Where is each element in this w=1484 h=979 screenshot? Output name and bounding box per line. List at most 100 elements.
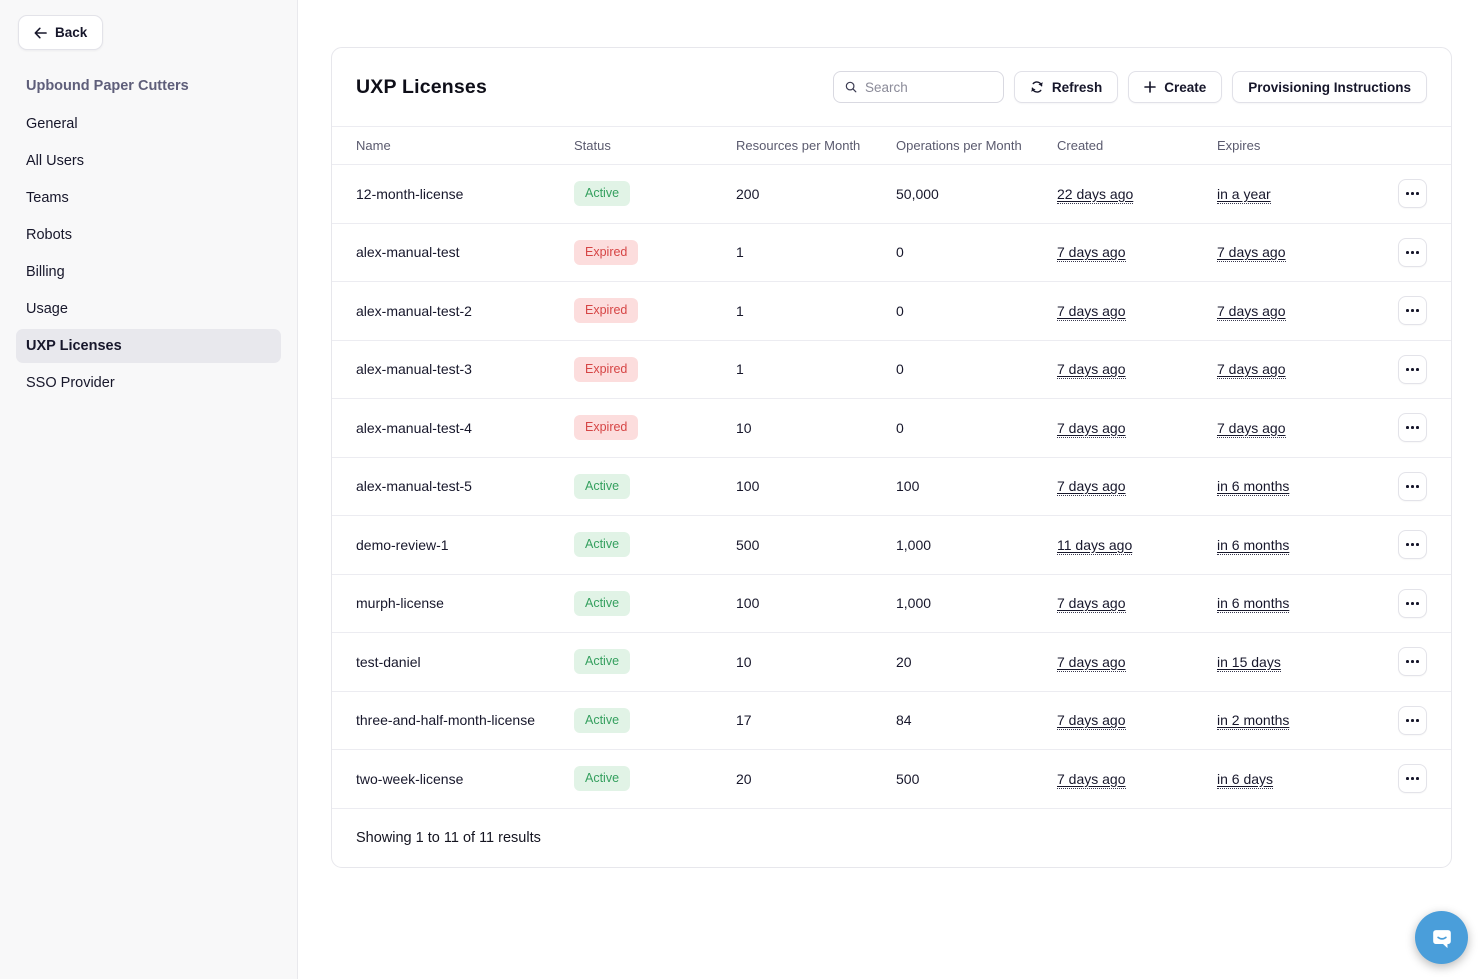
- row-actions-button[interactable]: [1398, 296, 1427, 326]
- expires-date: 7 days ago: [1217, 302, 1286, 321]
- sidebar: Back Upbound Paper Cutters General All Us…: [0, 0, 298, 979]
- resources-per-month: 1: [736, 244, 744, 261]
- expires-date: in 15 days: [1217, 653, 1281, 672]
- license-name: murph-license: [356, 595, 444, 612]
- license-name: alex-manual-test-2: [356, 302, 472, 319]
- status-badge: Expired: [574, 298, 639, 324]
- license-name: alex-manual-test-3: [356, 361, 472, 378]
- table-header-row: Name Status Resources per Month Operations …: [332, 126, 1451, 165]
- operations-per-month: 20: [896, 653, 912, 670]
- operations-per-month: 0: [896, 302, 904, 319]
- sidebar-item-teams[interactable]: Teams: [26, 190, 69, 206]
- column-header-expires: Expires: [1217, 138, 1261, 153]
- table-row: alex-manual-test-5 Active 100 100 7 days…: [332, 458, 1451, 516]
- status-badge: Active: [574, 181, 631, 207]
- status-badge: Active: [574, 707, 631, 733]
- row-actions-button[interactable]: [1398, 237, 1427, 267]
- status-badge: Expired: [574, 239, 639, 265]
- arrow-left-icon: [34, 27, 47, 38]
- table-row: murph-license Active 100 1,000 7 days ag…: [332, 575, 1451, 633]
- sidebar-item-uxp-licenses[interactable]: UXP Licenses: [16, 329, 281, 363]
- sidebar-item-general[interactable]: General: [26, 116, 78, 132]
- license-name: three-and-half-month-license: [356, 712, 535, 729]
- results-count: Showing 1 to 11 of 11 results: [356, 829, 541, 846]
- status-badge: Active: [574, 649, 631, 675]
- resources-per-month: 10: [736, 419, 752, 436]
- sidebar-item-robots[interactable]: Robots: [26, 227, 72, 243]
- search-icon: [845, 81, 857, 93]
- created-date: 7 days ago: [1057, 361, 1126, 380]
- refresh-icon: [1031, 81, 1043, 93]
- sidebar-nav: General All Users Teams Robots Billing Usage U…: [0, 107, 297, 400]
- table-body: 12-month-license Active 200 50,000 22 da…: [332, 165, 1451, 809]
- expires-date: in 2 months: [1217, 712, 1290, 731]
- resources-per-month: 1: [736, 361, 744, 378]
- table-row: three-and-half-month-license Active 17 8…: [332, 692, 1451, 750]
- page-title: UXP Licenses: [356, 75, 488, 98]
- expires-date: in 6 days: [1217, 770, 1274, 789]
- operations-per-month: 0: [896, 361, 904, 378]
- row-actions-button[interactable]: [1398, 530, 1427, 560]
- created-date: 22 days ago: [1057, 185, 1134, 204]
- license-name: alex-manual-test: [356, 244, 460, 261]
- expires-date: in 6 months: [1217, 478, 1290, 497]
- operations-per-month: 1,000: [896, 536, 932, 553]
- row-actions-button[interactable]: [1398, 354, 1427, 384]
- resources-per-month: 10: [736, 653, 752, 670]
- license-name: 12-month-license: [356, 185, 464, 202]
- sidebar-item-sso-provider[interactable]: SSO Provider: [26, 375, 115, 391]
- sidebar-item-all-users[interactable]: All Users: [26, 153, 85, 169]
- table-footer: Showing 1 to 11 of 11 results: [332, 809, 1451, 867]
- back-button[interactable]: Back: [18, 15, 104, 50]
- created-date: 7 days ago: [1057, 244, 1126, 263]
- chat-launcher-button[interactable]: [1415, 911, 1468, 964]
- table-row: alex-manual-test-2 Expired 1 0 7 days ag…: [332, 282, 1451, 341]
- sidebar-item-usage[interactable]: Usage: [26, 301, 68, 317]
- created-date: 11 days ago: [1057, 536, 1133, 555]
- expires-date: 7 days ago: [1217, 419, 1286, 438]
- table-row: alex-manual-test-3 Expired 1 0 7 days ag…: [332, 341, 1451, 399]
- operations-per-month: 84: [896, 712, 912, 729]
- back-button-label: Back: [55, 25, 88, 40]
- column-header-resources-per-month: Resources per Month: [736, 138, 861, 153]
- toolbar: Refresh Create Provisioning Instructions: [832, 71, 1427, 103]
- row-actions-button[interactable]: [1398, 647, 1427, 677]
- refresh-button[interactable]: Refresh: [1013, 71, 1119, 103]
- operations-per-month: 0: [896, 419, 904, 436]
- search-input[interactable]: [865, 79, 992, 95]
- row-actions-button[interactable]: [1398, 705, 1427, 735]
- resources-per-month: 500: [736, 536, 760, 553]
- row-actions-button[interactable]: [1398, 413, 1427, 443]
- expires-date: in 6 months: [1217, 595, 1290, 614]
- created-date: 7 days ago: [1057, 478, 1126, 497]
- row-actions-button[interactable]: [1398, 471, 1427, 501]
- plus-icon: [1144, 81, 1157, 93]
- operations-per-month: 0: [896, 244, 904, 261]
- row-actions-button[interactable]: [1398, 588, 1427, 618]
- operations-per-month: 500: [896, 770, 920, 787]
- license-name: demo-review-1: [356, 536, 449, 553]
- expires-date: 7 days ago: [1217, 244, 1286, 263]
- create-button[interactable]: Create: [1128, 71, 1223, 103]
- license-name: two-week-license: [356, 770, 464, 787]
- operations-per-month: 50,000: [896, 185, 939, 202]
- table-row: alex-manual-test Expired 1 0 7 days ago …: [332, 224, 1451, 282]
- row-actions-button[interactable]: [1398, 764, 1427, 794]
- expires-date: 7 days ago: [1217, 361, 1286, 380]
- row-actions-button[interactable]: [1398, 179, 1427, 209]
- column-header-operations-per-month: Operations per Month: [896, 138, 1022, 153]
- provisioning-instructions-button[interactable]: Provisioning Instructions: [1232, 71, 1427, 103]
- expires-date: in 6 months: [1217, 536, 1290, 555]
- license-name: alex-manual-test-5: [356, 478, 472, 495]
- created-date: 7 days ago: [1057, 302, 1126, 321]
- status-badge: Active: [574, 473, 631, 499]
- resources-per-month: 200: [736, 185, 760, 202]
- status-badge: Active: [574, 766, 631, 792]
- license-name: alex-manual-test-4: [356, 419, 472, 436]
- search-box: [832, 71, 1004, 103]
- operations-per-month: 1,000: [896, 595, 932, 612]
- sidebar-item-billing[interactable]: Billing: [26, 264, 65, 280]
- license-name: test-daniel: [356, 653, 421, 670]
- create-button-label: Create: [1164, 79, 1207, 95]
- created-date: 7 days ago: [1057, 653, 1126, 672]
